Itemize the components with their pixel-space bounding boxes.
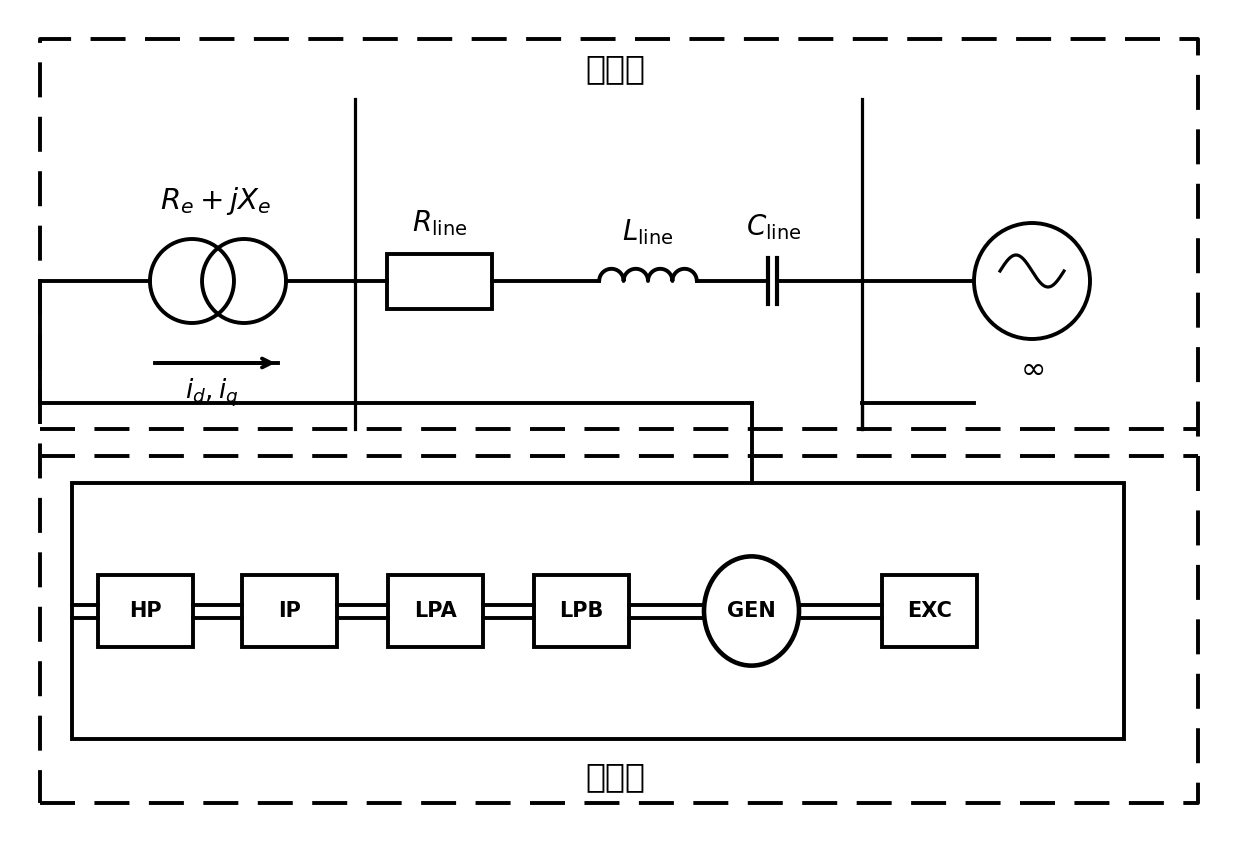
Text: GEN: GEN [727, 601, 776, 621]
Bar [72, 483, 1123, 739]
Text: 电源侧: 电源侧 [585, 760, 645, 794]
Bar [882, 575, 977, 647]
Text: EXC: EXC [908, 601, 952, 621]
Text: 电网侧: 电网侧 [585, 52, 645, 86]
Text: HP: HP [129, 601, 161, 621]
Bar [388, 575, 484, 647]
Text: $R_e + jX_e$: $R_e + jX_e$ [160, 185, 272, 217]
Text: $R_{\mathrm{line}}$: $R_{\mathrm{line}}$ [412, 208, 467, 237]
Text: LPB: LPB [559, 601, 604, 621]
Text: LPA: LPA [414, 601, 456, 621]
Text: IP: IP [278, 601, 301, 621]
Bar [534, 575, 629, 647]
Circle shape [973, 223, 1090, 339]
Text: $i_d, i_q$: $i_d, i_q$ [185, 377, 238, 410]
Bar [98, 575, 193, 647]
Text: $\infty$: $\infty$ [1021, 355, 1044, 383]
Bar [387, 253, 492, 309]
Text: $L_{\mathrm{line}}$: $L_{\mathrm{line}}$ [622, 217, 673, 246]
Bar [242, 575, 337, 647]
Text: $C_{\mathrm{line}}$: $C_{\mathrm{line}}$ [746, 212, 802, 242]
